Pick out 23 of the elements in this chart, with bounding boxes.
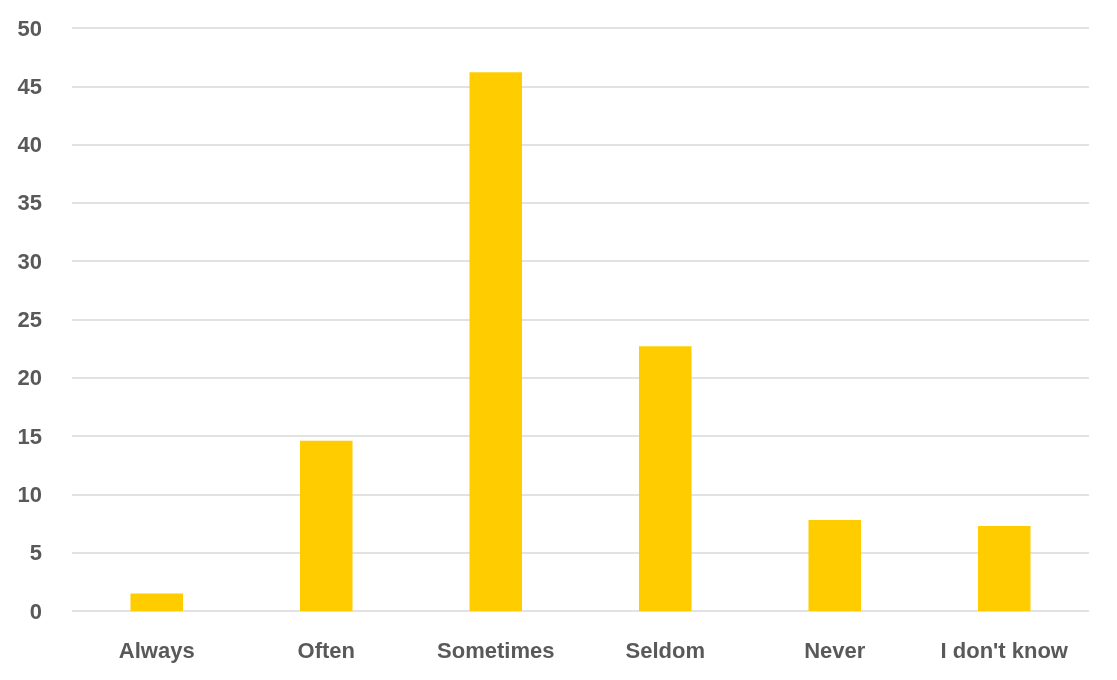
- x-tick-label: Sometimes: [437, 637, 555, 663]
- bar: [808, 520, 862, 611]
- x-tick-label: Always: [118, 637, 195, 663]
- bar: [638, 346, 692, 611]
- bar: [977, 525, 1031, 611]
- x-tick-label: Often: [297, 637, 355, 663]
- bar: [469, 72, 523, 611]
- x-tick-label: Never: [804, 637, 866, 663]
- y-tick-label: 5: [29, 540, 42, 566]
- y-tick-label: 40: [17, 132, 42, 158]
- y-tick-label: 0: [29, 598, 42, 624]
- x-tick-label: I don't know: [940, 637, 1069, 663]
- y-tick-label: 50: [17, 15, 42, 41]
- bar: [299, 440, 353, 611]
- y-tick-label: 30: [17, 248, 42, 274]
- y-tick-label: 15: [17, 423, 42, 449]
- y-tick-label: 20: [17, 365, 42, 391]
- y-tick-label: 25: [17, 307, 42, 332]
- y-tick-label: 35: [17, 190, 42, 216]
- y-tick-label: 45: [17, 73, 42, 99]
- x-tick-label: Seldom: [625, 637, 705, 663]
- y-tick-label: 10: [17, 481, 42, 507]
- bar: [130, 593, 184, 611]
